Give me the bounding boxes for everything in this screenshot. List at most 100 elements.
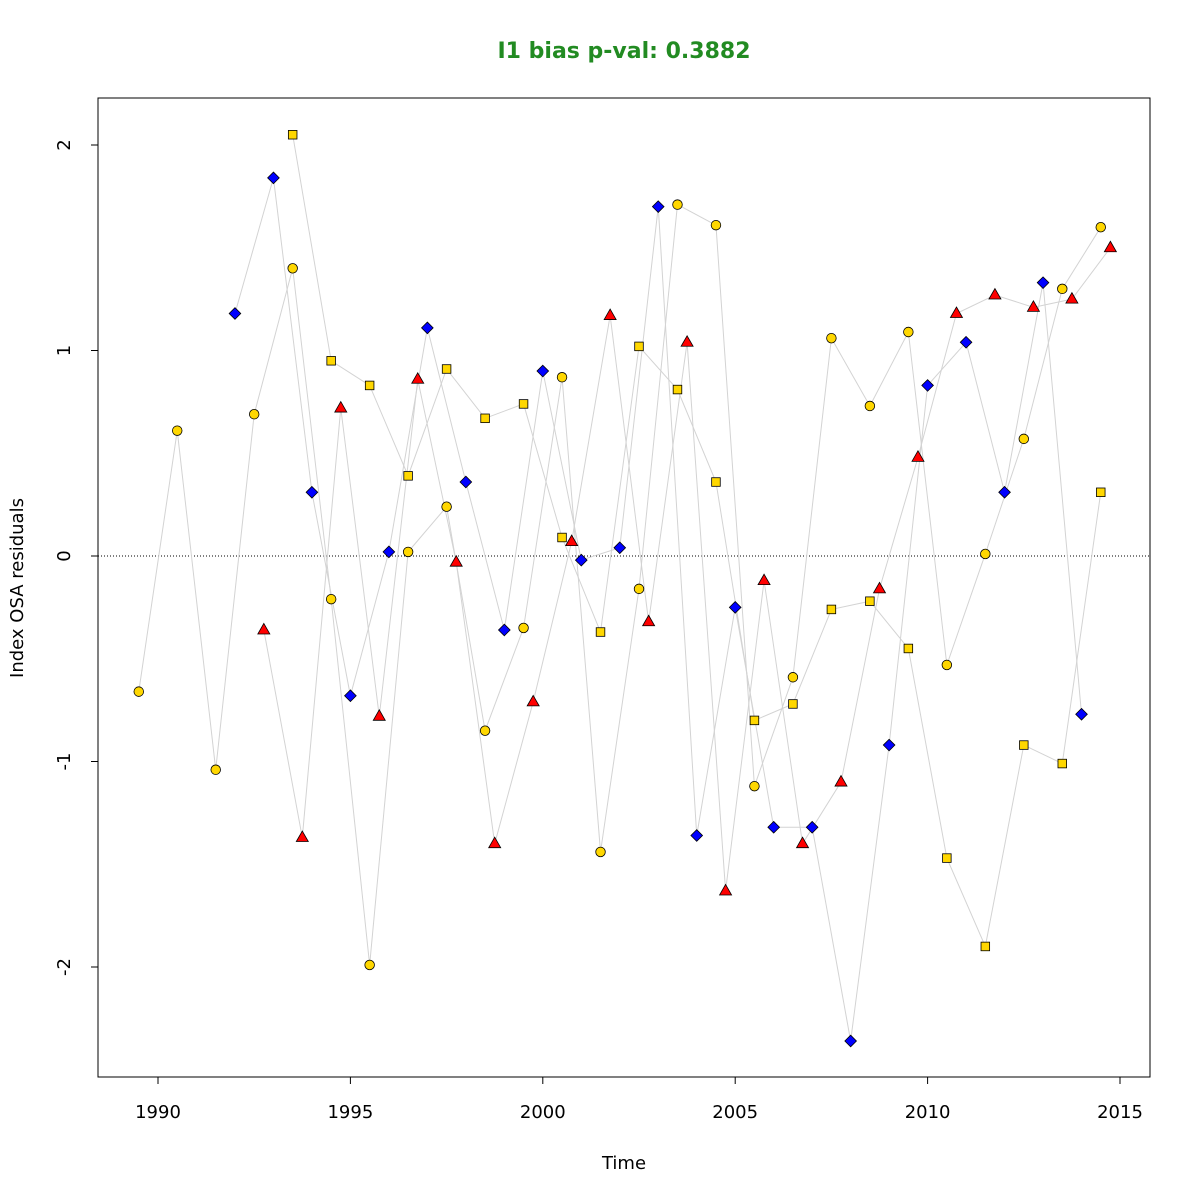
data-point-diamond <box>844 1034 858 1048</box>
data-point-triangle <box>564 534 579 547</box>
data-point-square <box>595 627 606 637</box>
data-point-diamond <box>728 601 742 614</box>
data-point-circle <box>941 659 953 671</box>
data-point-circle <box>556 372 568 383</box>
y-tick-label: 0 <box>54 550 75 561</box>
data-point-diamond <box>959 335 973 349</box>
data-point-square <box>865 596 875 606</box>
x-tick-label: 2015 <box>1097 1102 1143 1123</box>
data-point-triangle <box>680 334 694 347</box>
data-point-square <box>903 643 914 654</box>
data-point-square <box>672 384 683 395</box>
data-point-diamond <box>690 829 704 842</box>
data-point-circle <box>210 764 221 775</box>
data-point-circle <box>633 583 645 595</box>
data-point-circle <box>325 593 337 605</box>
data-point-triangle <box>372 708 386 721</box>
data-point-diamond <box>536 364 550 378</box>
chart-title: I1 bias p-val: 0.3882 <box>498 39 751 64</box>
data-point-diamond <box>651 200 665 214</box>
data-point-square <box>826 604 837 615</box>
data-point-circle <box>248 409 260 420</box>
data-point-circle <box>287 263 298 274</box>
data-point-triangle <box>718 883 733 896</box>
data-point-diamond <box>305 485 319 499</box>
data-point-square <box>287 130 298 140</box>
data-point-circle <box>672 199 683 210</box>
data-point-circle <box>518 622 529 634</box>
data-point-diamond <box>420 321 434 335</box>
plot-frame <box>97 97 1151 1078</box>
data-point-triangle <box>295 830 309 842</box>
data-point-circle <box>441 501 452 512</box>
data-point-diamond <box>497 623 511 637</box>
data-point-circle <box>364 959 375 971</box>
y-tick-label: -2 <box>54 958 75 976</box>
data-point-circle <box>710 219 722 231</box>
data-point-square <box>1096 487 1106 497</box>
data-point-square <box>403 471 413 481</box>
data-point-triangle <box>988 287 1002 300</box>
data-point-triangle <box>1026 300 1041 312</box>
data-point-square <box>749 715 760 726</box>
data-point-triangle <box>641 614 656 627</box>
data-point-triangle <box>526 694 540 707</box>
series-line-diamond <box>234 177 1083 1042</box>
data-point-diamond <box>805 820 819 834</box>
data-point-diamond <box>998 485 1011 499</box>
data-point-square <box>1019 740 1029 750</box>
data-point-square <box>711 477 721 487</box>
data-point-square <box>518 399 529 409</box>
data-point-diamond <box>767 820 781 834</box>
data-point-circle <box>980 548 991 560</box>
data-point-circle <box>172 425 183 436</box>
data-point-diamond <box>1075 707 1088 721</box>
series-line-circle <box>138 203 1102 965</box>
data-point-circle <box>1018 433 1030 445</box>
data-point-diamond <box>1036 276 1050 290</box>
data-point-diamond <box>921 379 934 392</box>
data-point-circle <box>1095 221 1106 233</box>
x-tick-label: 2005 <box>712 1102 758 1123</box>
data-point-triangle <box>488 836 502 849</box>
data-point-circle <box>864 400 876 412</box>
data-point-triangle <box>949 306 964 318</box>
x-tick-label: 1995 <box>327 1102 373 1123</box>
data-point-square <box>441 364 452 374</box>
data-point-triangle <box>757 573 771 586</box>
data-point-square <box>942 853 952 863</box>
data-point-diamond <box>459 475 473 489</box>
data-point-square <box>480 413 490 424</box>
data-point-triangle <box>257 622 271 635</box>
data-point-square <box>326 356 336 366</box>
data-point-triangle <box>1065 291 1079 304</box>
data-point-circle <box>1057 283 1068 295</box>
data-point-square <box>634 341 644 352</box>
data-point-triangle <box>834 774 848 787</box>
y-tick-label: -1 <box>54 753 75 771</box>
y-axis-label: Index OSA residuals <box>7 498 28 678</box>
data-point-circle <box>787 672 799 683</box>
x-tick-label: 2010 <box>905 1102 951 1123</box>
y-tick-label: 1 <box>54 345 75 356</box>
data-point-diamond <box>574 553 588 567</box>
data-point-square <box>557 532 567 543</box>
x-tick-label: 1990 <box>135 1102 181 1123</box>
data-point-triangle <box>911 450 925 462</box>
data-point-square <box>1057 758 1067 769</box>
data-point-triangle <box>872 581 887 594</box>
data-point-circle <box>479 725 491 736</box>
data-point-circle <box>826 332 837 344</box>
data-point-triangle <box>1103 240 1118 253</box>
data-point-triangle <box>449 554 463 567</box>
data-point-circle <box>749 780 760 792</box>
data-point-triangle <box>411 371 425 384</box>
data-point-diamond <box>344 689 357 703</box>
data-point-circle <box>903 326 914 338</box>
data-point-circle <box>133 686 144 697</box>
data-point-square <box>364 380 375 391</box>
data-point-diamond <box>228 307 242 320</box>
data-point-square <box>788 699 798 709</box>
data-point-circle <box>402 546 414 558</box>
